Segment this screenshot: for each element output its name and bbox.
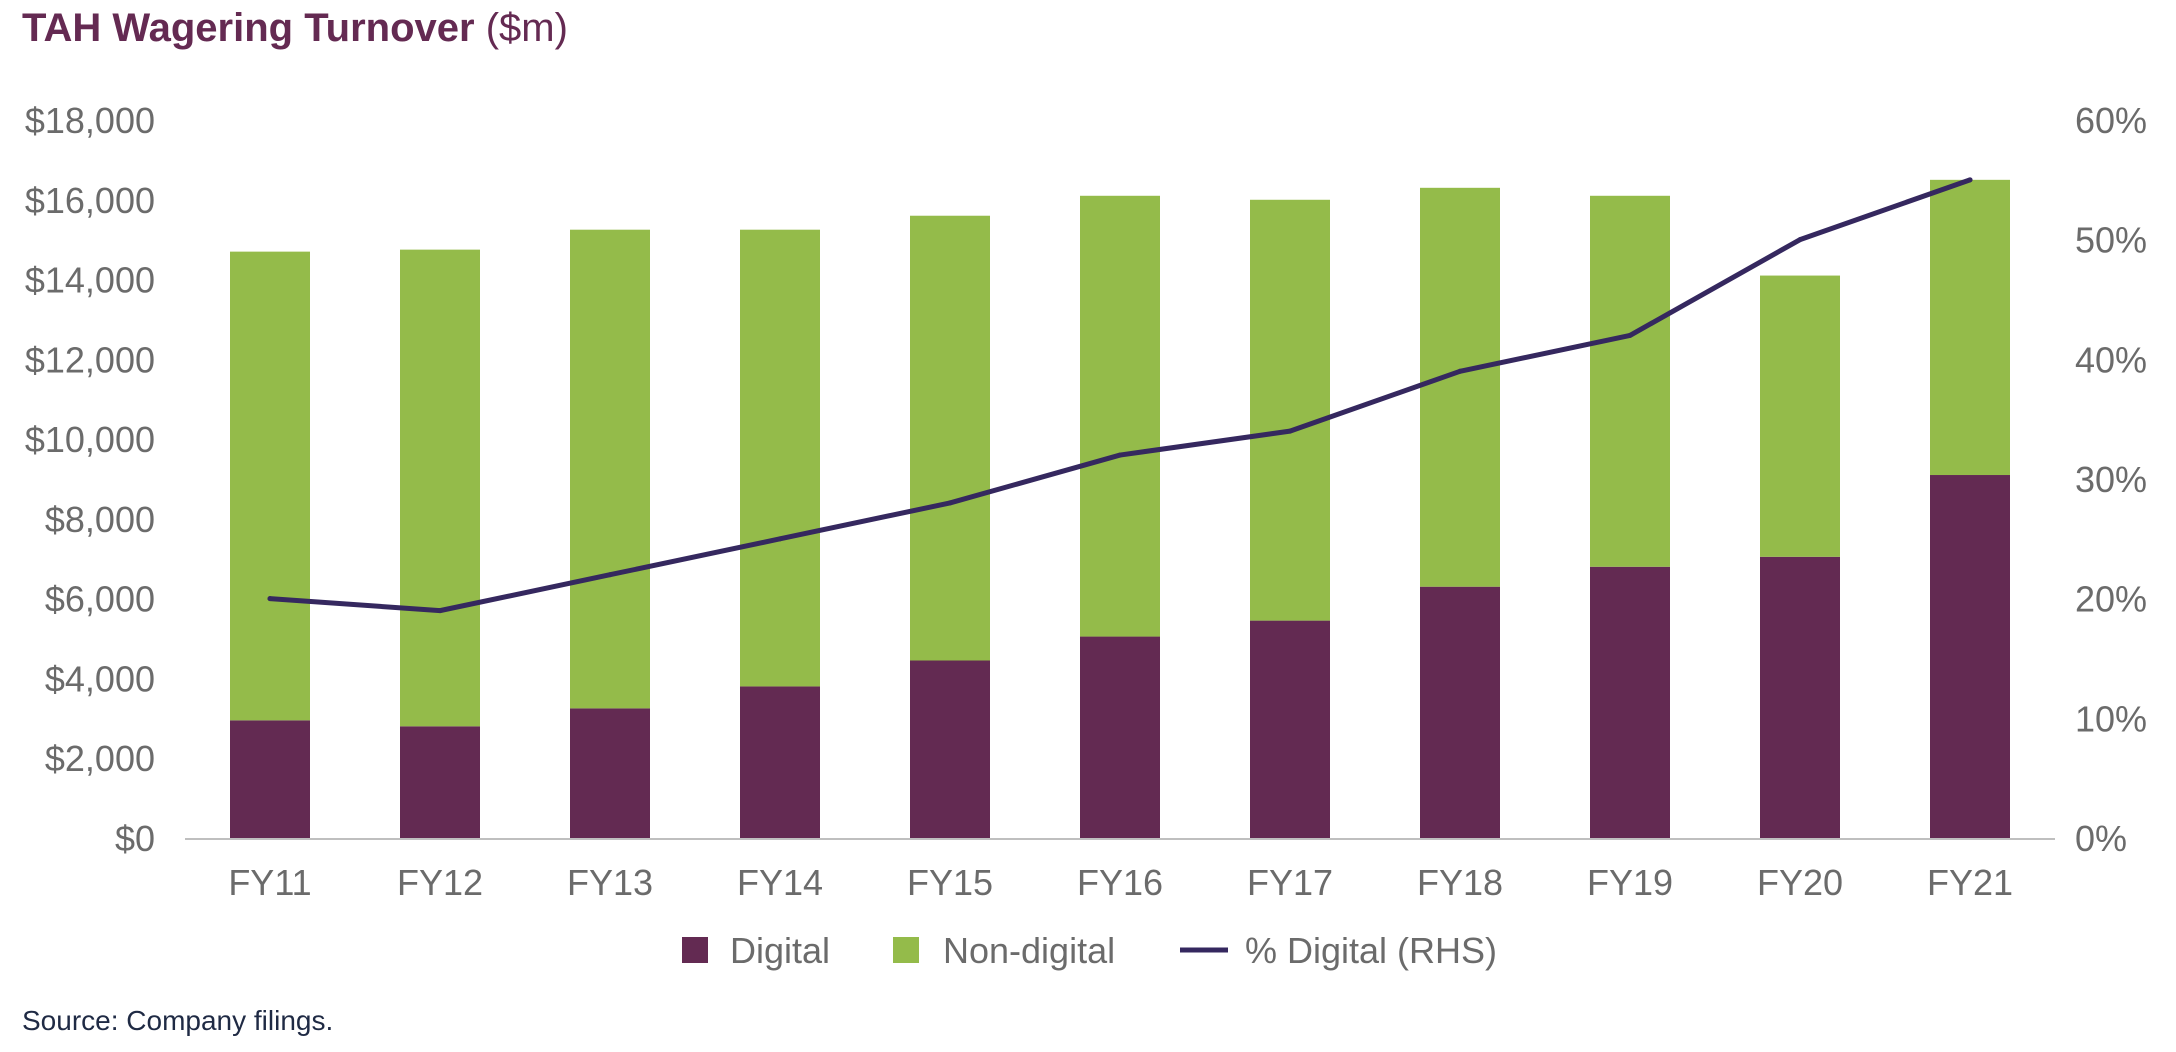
- x-tick-label: FY20: [1757, 862, 1843, 903]
- percent-digital-point: [1627, 332, 1633, 338]
- x-tick-label: FY19: [1587, 862, 1673, 903]
- bar-non-digital-fy12: [400, 249, 480, 727]
- chart-title-unit: ($m): [485, 6, 568, 50]
- left-tick-label: $4,000: [45, 658, 155, 699]
- left-tick-label: $0: [115, 818, 155, 859]
- right-axis-ticks: 0% 10% 20% 30% 40% 50% 60%: [2075, 100, 2147, 859]
- percent-digital-point: [1117, 452, 1123, 458]
- bar-non-digital-fy15: [910, 215, 990, 661]
- percent-digital-point: [777, 536, 783, 542]
- left-tick-label: $10,000: [25, 419, 155, 460]
- x-tick-label: FY16: [1077, 862, 1163, 903]
- source-note: Source: Company filings.: [22, 1005, 334, 1036]
- percent-digital-point: [947, 500, 953, 506]
- bar-digital-fy13: [570, 708, 650, 838]
- percent-digital-point: [437, 608, 443, 614]
- x-tick-label: FY21: [1927, 862, 2013, 903]
- bar-non-digital-fy16: [1080, 195, 1160, 637]
- legend-swatch-digital: [682, 937, 708, 963]
- legend-label-non-digital: Non-digital: [943, 930, 1115, 971]
- bar-digital-fy17: [1250, 620, 1330, 838]
- right-tick-label: 10%: [2075, 698, 2147, 739]
- left-axis-ticks: $0 $2,000 $4,000 $6,000 $8,000 $10,000 $12,000…: [25, 100, 155, 859]
- left-tick-label: $12,000: [25, 339, 155, 380]
- right-tick-label: 0%: [2075, 818, 2127, 859]
- left-tick-label: $18,000: [25, 100, 155, 141]
- percent-digital-point: [607, 572, 613, 578]
- left-tick-label: $16,000: [25, 180, 155, 221]
- left-tick-label: $8,000: [45, 499, 155, 540]
- legend-label-line: % Digital (RHS): [1245, 930, 1497, 971]
- right-tick-label: 20%: [2075, 579, 2147, 620]
- percent-digital-point: [267, 596, 273, 602]
- left-tick-label: $2,000: [45, 738, 155, 779]
- bar-digital-fy14: [740, 686, 820, 838]
- legend-label-digital: Digital: [730, 930, 830, 971]
- percent-digital-line-layer: [267, 177, 1973, 614]
- percent-digital-point: [1287, 428, 1293, 434]
- bar-digital-fy11: [230, 720, 310, 838]
- x-tick-label: FY12: [397, 862, 483, 903]
- chart-title-main: TAH Wagering Turnover: [22, 6, 475, 50]
- left-tick-label: $14,000: [25, 260, 155, 301]
- bar-non-digital-fy17: [1250, 199, 1330, 621]
- x-axis-ticks: FY11 FY12 FY13 FY14 FY15 FY16 FY17 FY18 FY19 FY20…: [228, 862, 2013, 903]
- x-tick-label: FY14: [737, 862, 823, 903]
- right-tick-label: 30%: [2075, 459, 2147, 500]
- left-tick-label: $6,000: [45, 579, 155, 620]
- bar-digital-fy21: [1930, 475, 2010, 838]
- chart-title: TAH Wagering Turnover ($m): [22, 6, 568, 51]
- bar-digital-fy20: [1760, 556, 1840, 838]
- bar-non-digital-fy21: [1930, 179, 2010, 476]
- bar-digital-fy18: [1420, 586, 1500, 838]
- x-tick-label: FY18: [1417, 862, 1503, 903]
- right-tick-label: 60%: [2075, 100, 2147, 141]
- x-tick-label: FY17: [1247, 862, 1333, 903]
- legend: Digital Non-digital % Digital (RHS): [682, 930, 1497, 971]
- bar-digital-fy19: [1590, 566, 1670, 838]
- bar-digital-fy15: [910, 660, 990, 838]
- bar-non-digital-fy20: [1760, 275, 1840, 557]
- bar-non-digital-fy18: [1420, 187, 1500, 587]
- bar-non-digital-fy19: [1590, 195, 1670, 567]
- x-tick-label: FY15: [907, 862, 993, 903]
- x-tick-label: FY11: [228, 862, 311, 903]
- bar-non-digital-fy13: [570, 229, 650, 709]
- bar-digital-fy12: [400, 726, 480, 838]
- right-tick-label: 50%: [2075, 220, 2147, 261]
- right-tick-label: 40%: [2075, 339, 2147, 380]
- bar-non-digital-fy14: [740, 229, 820, 687]
- bar-digital-fy16: [1080, 636, 1160, 838]
- bar-non-digital-fy11: [230, 251, 310, 721]
- x-tick-label: FY13: [567, 862, 653, 903]
- percent-digital-point: [1457, 368, 1463, 374]
- legend-swatch-non-digital: [893, 937, 919, 963]
- percent-digital-point: [1967, 177, 1973, 183]
- percent-digital-point: [1797, 237, 1803, 243]
- bar-series: [230, 179, 2010, 838]
